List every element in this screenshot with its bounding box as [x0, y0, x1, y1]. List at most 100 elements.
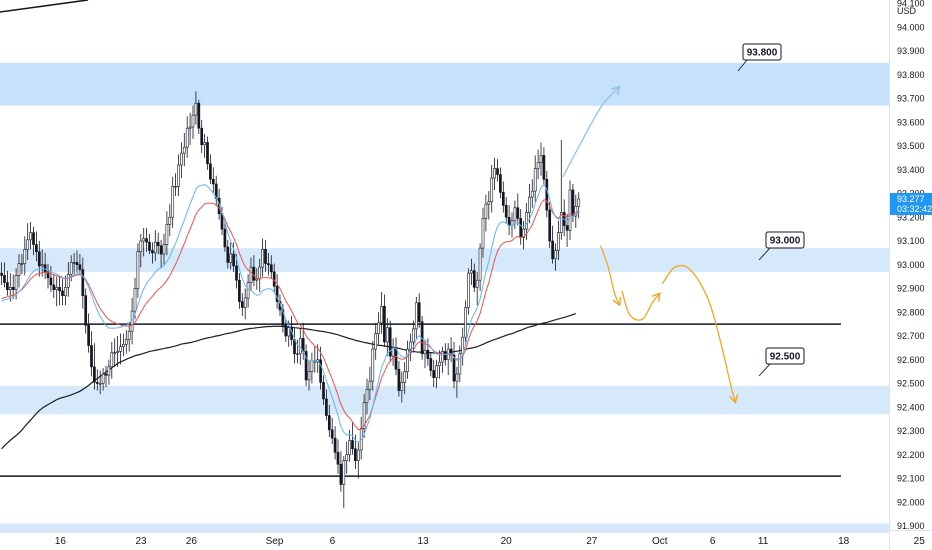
candle: [403, 362, 407, 395]
candle: [530, 179, 534, 208]
candle: [348, 429, 351, 462]
candle: [52, 274, 56, 298]
candle-body: [475, 279, 479, 288]
candle: [209, 154, 212, 184]
candle-body: [29, 232, 32, 241]
candle-body: [345, 454, 349, 461]
candle-body: [35, 244, 38, 252]
candle-body: [267, 263, 270, 266]
trend-line[interactable]: [0, 0, 89, 13]
candle-body: [330, 429, 334, 439]
candle-body: [55, 287, 59, 290]
candle: [417, 293, 421, 328]
candle: [124, 330, 128, 354]
projection-arrow-down-short[interactable]: [600, 245, 622, 307]
candle: [458, 345, 462, 383]
candle-body: [235, 265, 238, 281]
candle-body: [249, 266, 253, 283]
y-tick-label: 93.400: [897, 165, 925, 175]
candle: [17, 254, 21, 288]
candle: [400, 371, 404, 403]
candle: [496, 159, 499, 182]
candle-body: [206, 142, 209, 165]
candle-body: [368, 380, 372, 390]
x-tick-label: 23: [135, 536, 147, 547]
callout-label: 93.800: [747, 48, 778, 59]
candle: [49, 265, 53, 293]
candle-body: [339, 463, 343, 485]
candle-body: [484, 203, 488, 219]
candle: [533, 155, 537, 202]
candle: [565, 213, 569, 247]
candle: [177, 154, 180, 196]
candle-body: [6, 282, 9, 290]
candle: [501, 181, 505, 213]
candle: [423, 339, 427, 369]
candle: [487, 191, 491, 220]
price-callout[interactable]: 92.500: [758, 347, 805, 377]
callout-layer[interactable]: 93.800 93.000 92.500: [737, 43, 805, 377]
candle: [61, 279, 64, 306]
candle: [26, 223, 30, 260]
y-tick-label: 92.100: [897, 474, 925, 484]
candle-body: [385, 327, 389, 343]
price-callout[interactable]: 93.800: [737, 43, 782, 72]
candle-body: [568, 189, 572, 231]
projection-arrow-up[interactable]: [562, 85, 621, 178]
candle: [249, 257, 253, 291]
candle: [464, 300, 467, 346]
projection-layer: [562, 85, 739, 404]
candle: [238, 273, 241, 309]
candle: [455, 366, 459, 398]
candle-body: [435, 365, 438, 378]
y-tick-label: 92.000: [897, 497, 925, 507]
candle: [188, 112, 192, 145]
candle-body: [258, 266, 262, 280]
candle: [95, 369, 99, 391]
candle: [148, 233, 151, 255]
horizontal-line-layer: [0, 0, 841, 477]
candle-body: [470, 270, 473, 274]
candle: [574, 194, 578, 228]
candle-body: [423, 349, 427, 355]
candle: [441, 346, 444, 373]
candle-body: [139, 240, 143, 252]
candle: [20, 254, 24, 275]
candle: [397, 360, 401, 397]
candle: [414, 296, 418, 339]
candle-body: [78, 264, 82, 270]
candle-body: [458, 353, 462, 375]
candle-body: [565, 225, 569, 231]
candle-body: [3, 275, 6, 283]
candle-body: [81, 269, 85, 296]
candle-body: [49, 277, 53, 286]
candle: [223, 222, 227, 252]
candle: [171, 176, 175, 228]
candle: [139, 233, 143, 268]
candle: [374, 322, 378, 360]
candle: [8, 273, 12, 302]
candle-body: [429, 358, 433, 371]
price-callout[interactable]: 93.000: [758, 231, 805, 261]
x-tick-label: 11: [758, 536, 769, 547]
candle-body: [441, 351, 444, 363]
candle-body: [20, 263, 24, 265]
candle: [243, 288, 247, 320]
candle-body: [499, 174, 502, 193]
candle-body: [110, 352, 114, 368]
x-tick-label: 26: [186, 536, 198, 547]
candle: [327, 404, 331, 437]
candle-body: [75, 262, 79, 266]
zone-band: [0, 248, 889, 272]
candle: [66, 262, 70, 297]
candle-body: [58, 287, 61, 292]
candle: [72, 252, 76, 275]
candle: [545, 170, 549, 218]
projection-arrow-hook[interactable]: [621, 290, 661, 321]
projection-arrow-down-long[interactable]: [661, 264, 739, 404]
candle-body: [0, 272, 3, 276]
x-tick-label: 6: [330, 536, 336, 547]
candle-body: [40, 264, 44, 267]
candle-body: [443, 351, 447, 361]
